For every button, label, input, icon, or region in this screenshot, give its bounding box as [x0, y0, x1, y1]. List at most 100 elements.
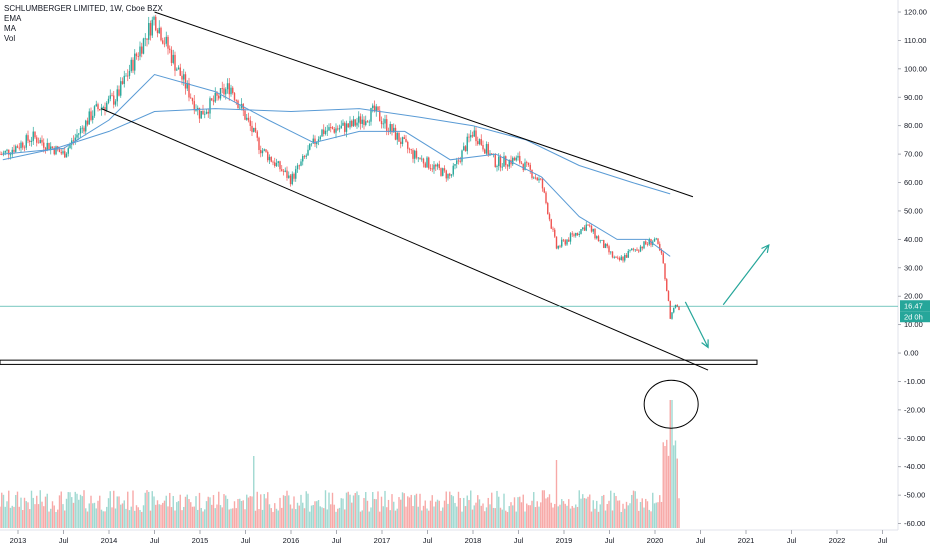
y-tick-label: 40.00 — [904, 235, 923, 244]
candle-body — [268, 156, 271, 161]
candle-body — [242, 103, 244, 111]
volume-bar — [540, 502, 542, 528]
volume-bar — [323, 508, 325, 528]
volume-bar — [520, 502, 523, 528]
volume-bar — [401, 492, 404, 528]
volume-bar — [183, 506, 185, 528]
x-tick-label: Jul — [787, 536, 797, 545]
candle-body — [445, 170, 447, 179]
candle-body — [678, 306, 680, 310]
volume-bar — [433, 506, 435, 528]
volume-bar — [282, 495, 285, 528]
candle-body — [36, 137, 38, 143]
volume-bar — [198, 492, 201, 528]
candle-body — [599, 240, 601, 242]
volume-bar — [16, 491, 19, 528]
volume-bar — [634, 491, 636, 528]
candle-body — [275, 162, 278, 167]
candle-body — [230, 87, 232, 95]
candle-body — [664, 263, 666, 280]
volume-bar — [81, 496, 83, 528]
candle-body — [55, 146, 57, 155]
candle-body — [625, 254, 628, 258]
volume-bar — [578, 490, 580, 528]
volume-bar — [335, 511, 337, 528]
volume-bar — [296, 502, 299, 528]
x-tick-label: Jul — [332, 536, 342, 545]
x-tick-label: Jul — [696, 536, 706, 545]
volume-bar — [505, 510, 507, 528]
volume-bar — [295, 509, 297, 528]
candle-body — [573, 234, 575, 236]
volume-bar — [202, 511, 204, 528]
candle-body — [452, 165, 454, 175]
x-tick-label: Jul — [423, 536, 433, 545]
candle-body — [92, 115, 94, 120]
candle-body — [618, 258, 621, 261]
volume-bar — [352, 495, 355, 528]
volume-bar — [415, 493, 418, 528]
legend-ema[interactable]: EMA — [4, 14, 22, 23]
candle-body — [506, 165, 509, 167]
volume-bar — [69, 492, 71, 528]
candle-body — [30, 140, 33, 142]
volume-bar — [484, 511, 486, 528]
candle-body — [485, 144, 488, 154]
candle-body — [638, 250, 640, 252]
candle-body — [596, 236, 598, 239]
candle-body — [379, 110, 381, 122]
volume-bar — [459, 497, 461, 528]
volume-bar — [618, 500, 621, 528]
candle-body — [249, 120, 251, 126]
candle-body — [671, 312, 673, 319]
candle-body — [191, 98, 194, 102]
volume-bar — [256, 491, 258, 528]
candle-body — [380, 121, 383, 125]
candle-body — [606, 243, 608, 247]
volume-bar — [400, 499, 402, 528]
candle-body — [389, 124, 391, 133]
legend-vol[interactable]: Vol — [4, 34, 16, 43]
volume-bar — [39, 490, 41, 528]
volume-bar — [249, 496, 251, 528]
candle-body — [254, 127, 257, 132]
candle-body — [46, 142, 48, 150]
candle-body — [594, 228, 596, 239]
candle-body — [296, 165, 299, 170]
candle-body — [520, 162, 523, 164]
volume-bar — [582, 494, 584, 528]
volume-bar — [547, 497, 549, 528]
volume-bar — [165, 495, 167, 528]
candle-body — [4, 150, 6, 153]
ma-line — [2, 108, 671, 195]
volume-bar — [569, 508, 572, 528]
volume-bar — [211, 504, 213, 528]
candle-body — [170, 49, 173, 63]
volume-bar — [186, 494, 188, 528]
volume-bar — [650, 511, 652, 528]
lower-trendline — [101, 108, 709, 371]
volume-bar — [167, 506, 169, 528]
candle-body — [515, 157, 517, 161]
volume-bar — [174, 510, 176, 528]
volume-bar — [594, 508, 596, 528]
x-tick-label: Jul — [878, 536, 888, 545]
candle-body — [478, 139, 481, 145]
volume-bar — [358, 495, 360, 528]
candle-body — [484, 149, 486, 154]
candle-body — [554, 229, 556, 237]
volume-bar — [212, 495, 215, 528]
candle-body — [302, 156, 304, 162]
candle-body — [351, 120, 353, 127]
volume-bar — [622, 503, 624, 528]
candle-body — [128, 71, 131, 76]
volume-bar — [95, 508, 97, 528]
legend-ma[interactable]: MA — [4, 24, 16, 33]
candle-body — [132, 59, 134, 71]
volume-bar — [568, 499, 570, 528]
volume-bar — [172, 495, 174, 528]
volume-bar — [373, 498, 376, 528]
volume-bar — [559, 504, 561, 528]
candle-body — [71, 140, 73, 145]
